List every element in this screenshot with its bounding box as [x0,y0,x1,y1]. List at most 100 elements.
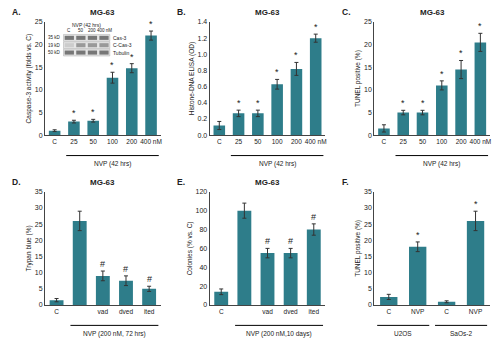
svg-text:0: 0 [368,301,372,308]
svg-text:10: 10 [35,269,43,276]
svg-text:#: # [311,212,316,222]
svg-text:*: * [474,199,478,209]
svg-text:0.6: 0.6 [198,83,208,90]
svg-text:25: 25 [364,221,372,228]
svg-text:C: C [52,138,57,145]
svg-text:10: 10 [35,86,43,93]
svg-text:C: C [382,138,387,145]
svg-text:25: 25 [35,221,43,228]
svg-text:0: 0 [203,301,207,308]
svg-text:35: 35 [364,188,372,195]
svg-text:#: # [147,274,152,284]
svg-text:0: 0 [39,132,43,139]
svg-text:*: * [314,22,318,32]
svg-text:#: # [100,259,105,269]
svg-text:TUNEL positive (%): TUNEL positive (%) [354,220,362,277]
svg-text:Trypan blue (%): Trypan blue (%) [25,225,33,271]
svg-text:20: 20 [364,237,372,244]
svg-text:15: 15 [364,64,372,71]
svg-text:C: C [67,28,71,33]
svg-text:NVP: NVP [469,308,482,315]
svg-text:NVP (42 hrs): NVP (42 hrs) [72,22,101,28]
svg-text:vad: vad [262,308,273,315]
svg-text:5: 5 [368,109,372,116]
svg-text:50 kD: 50 kD [48,50,61,55]
svg-text:100: 100 [436,138,447,145]
svg-text:Cas-3: Cas-3 [113,35,127,41]
svg-text:dved: dved [119,308,133,315]
svg-text:F.: F. [342,177,349,187]
svg-text:25: 25 [35,18,43,25]
svg-text:5: 5 [39,109,43,116]
svg-text:0.2: 0.2 [198,115,208,122]
svg-text:100: 100 [272,138,283,145]
svg-text:200: 200 [126,138,137,145]
svg-text:400 nM: 400 nM [140,138,162,145]
svg-text:20: 20 [199,283,207,290]
svg-text:Tubulin: Tubulin [113,50,129,56]
svg-text:50: 50 [419,138,427,145]
svg-text:NVP (42 hrs): NVP (42 hrs) [423,160,460,168]
svg-text:50: 50 [78,28,84,33]
svg-text:SaOs-2: SaOs-2 [450,330,472,337]
svg-text:30: 30 [364,204,372,211]
svg-text:19 kD: 19 kD [48,43,61,48]
svg-text:35 kD: 35 kD [48,35,61,40]
svg-text:vad: vad [98,308,109,315]
svg-text:ited: ited [309,308,320,315]
svg-text:Caspase-3 activity (folds vs.: Caspase-3 activity (folds vs. C) [25,34,33,124]
svg-text:5: 5 [39,285,43,292]
svg-text:E.: E. [177,177,185,187]
svg-text:Colonies (% vs. C): Colonies (% vs. C) [186,221,194,275]
svg-text:60: 60 [199,245,207,252]
svg-text:5: 5 [368,285,372,292]
svg-text:400 nM: 400 nM [97,28,112,33]
svg-text:D.: D. [12,177,21,187]
svg-text:*: * [401,98,405,108]
svg-text:40: 40 [199,264,207,271]
svg-text:400 nM: 400 nM [470,138,492,145]
svg-text:50: 50 [90,138,98,145]
svg-text:C: C [54,308,59,315]
svg-text:*: * [130,52,134,62]
svg-text:0.8: 0.8 [198,67,208,74]
svg-text:*: * [256,98,260,108]
svg-text:*: * [91,107,95,117]
svg-text:100: 100 [107,138,118,145]
svg-text:200: 200 [88,28,96,33]
svg-text:120: 120 [196,188,208,195]
svg-text:dved: dved [284,308,298,315]
svg-text:15: 15 [364,253,372,260]
svg-text:#: # [123,264,128,274]
svg-text:U2OS: U2OS [394,330,412,337]
svg-text:10: 10 [364,86,372,93]
svg-text:*: * [275,67,279,77]
svg-text:100: 100 [196,207,208,214]
svg-text:*: * [237,98,241,108]
svg-text:20: 20 [35,237,43,244]
svg-text:MG-63: MG-63 [90,8,115,17]
svg-text:ited: ited [144,308,155,315]
svg-text:15: 15 [35,253,43,260]
svg-text:20: 20 [364,41,372,48]
svg-text:C-Cas-3: C-Cas-3 [113,42,132,48]
svg-text:*: * [421,98,425,108]
svg-text:MG-63: MG-63 [420,8,445,17]
svg-text:50: 50 [254,138,262,145]
svg-text:0: 0 [39,301,43,308]
svg-text:10: 10 [364,269,372,276]
svg-text:A.: A. [12,7,21,17]
svg-text:0: 0 [368,132,372,139]
svg-text:400 nM: 400 nM [305,138,327,145]
svg-text:B.: B. [177,7,186,17]
svg-text:*: * [149,19,153,29]
svg-text:0.4: 0.4 [198,99,208,106]
svg-text:25: 25 [235,138,243,145]
svg-text:30: 30 [35,204,43,211]
svg-text:C: C [444,308,449,315]
svg-text:NVP: NVP [411,308,424,315]
svg-text:1.2: 1.2 [198,35,208,42]
svg-text:C.: C. [342,7,351,17]
svg-text:*: * [72,108,76,118]
svg-text:80: 80 [199,226,207,233]
